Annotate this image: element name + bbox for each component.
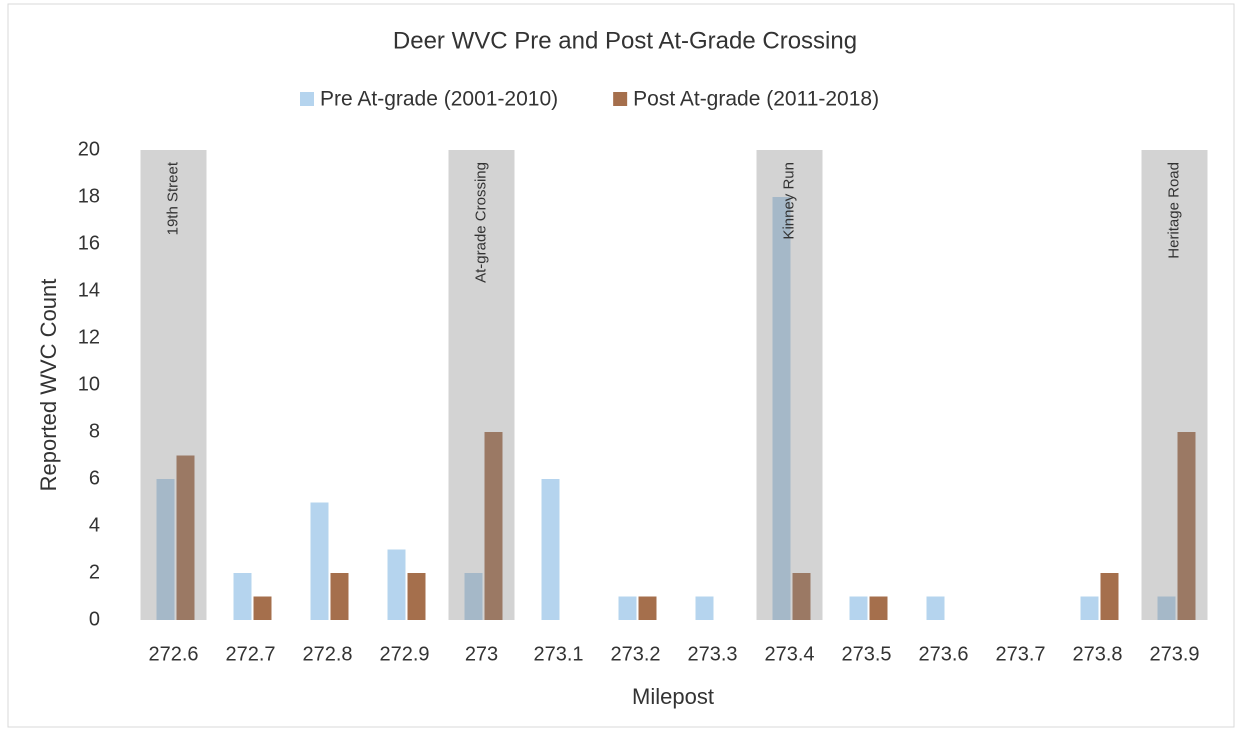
legend-swatch [613,92,628,106]
bar [253,596,272,620]
bar [330,573,349,620]
band-label: At-grade Crossing [472,162,489,283]
y-tick-label: 8 [89,420,100,442]
x-tick-label: 273.9 [1149,643,1199,665]
band-label: Kinney Run [780,162,797,240]
bar [695,596,714,620]
band-label: Heritage Road [1165,162,1182,259]
y-tick-label: 14 [78,279,100,301]
band-label: 19th Street [164,161,181,235]
y-tick-label: 6 [89,467,100,489]
x-tick-label: 272.7 [225,643,275,665]
x-tick-label: 272.6 [148,643,198,665]
y-tick-label: 20 [78,138,100,160]
x-tick-label: 273.4 [764,643,814,665]
x-tick-label: 272.9 [379,643,429,665]
highlight-band [1141,150,1208,620]
x-tick-label: 273.7 [995,643,1045,665]
bar [618,596,637,620]
bar [464,573,483,620]
x-tick-label: 273 [465,643,498,665]
y-tick-label: 16 [78,232,100,254]
legend-label: Pre At-grade (2001-2010) [320,88,558,111]
bar [1157,596,1176,620]
x-tick-label: 273.8 [1072,643,1122,665]
y-tick-label: 10 [78,373,100,395]
x-axis-label: Milepost [632,684,714,709]
x-tick-label: 273.5 [841,643,891,665]
y-tick-label: 2 [89,561,100,583]
chart-title: Deer WVC Pre and Post At-Grade Crossing [393,27,857,54]
bar [638,596,657,620]
x-tick-label: 273.3 [687,643,737,665]
bar [484,432,503,620]
y-tick-label: 4 [89,514,100,536]
bar [233,573,252,620]
y-tick-label: 0 [89,608,100,630]
bar [176,455,195,620]
bar [1177,432,1196,620]
legend-swatch [300,92,314,106]
highlight-band [140,150,207,620]
bar [869,596,888,620]
bar [407,573,426,620]
x-tick-label: 273.1 [533,643,583,665]
x-tick-label: 273.6 [918,643,968,665]
bar [849,596,868,620]
bar [387,549,406,620]
bar [541,479,560,620]
bar [772,197,791,620]
x-tick-label: 273.2 [610,643,660,665]
highlight-band [756,150,823,620]
y-axis-label: Reported WVC Count [36,279,61,492]
bar [1100,573,1119,620]
y-tick-label: 18 [78,185,100,207]
legend-label: Post At-grade (2011-2018) [633,88,879,111]
bar [792,573,811,620]
bar [1080,596,1099,620]
bar [310,502,329,620]
highlight-band [448,150,515,620]
x-tick-label: 272.8 [302,643,352,665]
bar [156,479,175,620]
y-tick-label: 12 [78,326,100,348]
bar [926,596,945,620]
